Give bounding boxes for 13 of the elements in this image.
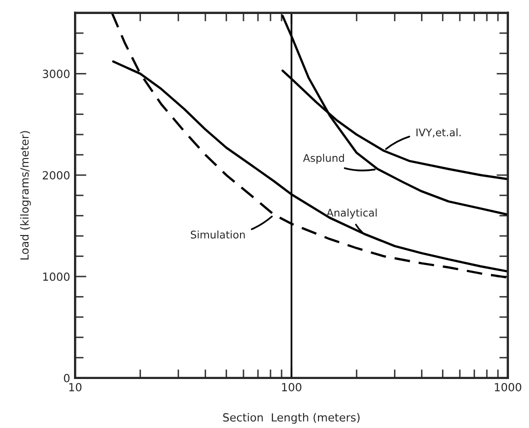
x-tick-label: 100 <box>282 382 302 392</box>
text: Simulation <box>190 230 245 239</box>
series-label: Asplund <box>303 154 344 164</box>
x-axis-title: Section Length (meters) <box>223 412 360 424</box>
series-label: Analytical <box>326 208 377 219</box>
y-axis-title: Load (kilograms/meter) <box>20 131 31 260</box>
y-tick-label: 2000 <box>42 171 70 180</box>
y-tick-label: 0 <box>64 374 70 382</box>
x-tick-label: 1000 <box>494 382 522 392</box>
y-tick-label: 3000 <box>42 70 70 78</box>
x-tick-label: 10 <box>69 382 82 392</box>
y-tick-label: 1000 <box>43 272 70 281</box>
text: IVY,et.al. <box>416 128 461 138</box>
